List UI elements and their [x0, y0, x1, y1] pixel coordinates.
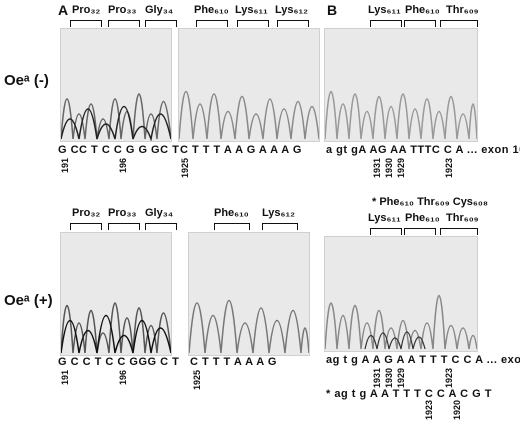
codon-bracket	[108, 20, 140, 27]
panel-a-letter: A	[58, 2, 69, 18]
sequence-text: ag t g A A G A A T T T C C A ... exon 10	[326, 354, 520, 366]
chromatogram-trace	[324, 28, 478, 142]
row-label-oe-positive: Oeᵃ (+)	[4, 292, 53, 309]
codon-bracket	[145, 223, 177, 230]
codon-bracket	[370, 228, 402, 235]
codon-bracket	[196, 20, 228, 27]
base-position-number: 1930	[384, 158, 394, 179]
codon-label: Pro₃₃	[108, 207, 137, 219]
codon-bracket	[70, 20, 102, 27]
base-position-number: 1930	[384, 368, 394, 389]
sequence-text: G C C T C C GGG C T	[58, 356, 180, 368]
codon-label: Pro₃₂	[72, 4, 101, 16]
base-position-number: 1925	[180, 158, 190, 179]
codon-bracket	[277, 20, 309, 27]
chromatogram-trace	[60, 232, 172, 356]
panel-b-letter: B	[327, 2, 338, 18]
sequence-text: C T T T A A G A A A G	[180, 144, 302, 156]
codon-label: Lys₆₁₁	[235, 4, 268, 16]
sequence-text: G CC T C C G G GC T	[58, 144, 180, 156]
sequence-text: a gt gA AG AA TTTC C A ... exon 10	[326, 144, 520, 156]
base-position-number: 191	[60, 158, 70, 174]
codon-label: Phe₆₁₀	[194, 4, 229, 16]
codon-label: Lys₆₁₁	[368, 4, 401, 16]
codon-label: Lys₆₁₂	[275, 4, 308, 16]
codon-label: Thr₆₀₉	[446, 212, 479, 224]
sequence-text: C T T T A A A G	[190, 356, 277, 368]
codon-label: Gly₃₄	[145, 4, 174, 16]
codon-bracket	[214, 223, 250, 230]
chromatogram-trace	[178, 28, 320, 142]
codon-bracket	[404, 20, 436, 27]
sequence-text: * ag t g A A T T T C C A C G T	[326, 388, 492, 400]
codon-bracket	[440, 20, 478, 27]
codon-bracket	[108, 223, 140, 230]
codon-bracket	[145, 20, 177, 27]
base-position-number: 1929	[396, 368, 406, 389]
codon-label: Lys₆₁₁	[368, 212, 401, 224]
codon-label: Thr₆₀₉	[446, 4, 479, 16]
base-position-number: 1923	[444, 158, 454, 179]
base-position-number: 1925	[192, 370, 202, 391]
base-position-number: 191	[60, 370, 70, 386]
codon-label: * Phe₆₁₀ Thr₆₀₉ Cys₆₀₈	[372, 196, 489, 208]
codon-bracket	[440, 228, 478, 235]
codon-label: Pro₃₂	[72, 207, 101, 219]
base-position-number: 1923	[424, 400, 434, 421]
base-position-number: 196	[118, 158, 128, 174]
codon-label: Lys₆₁₂	[262, 207, 295, 219]
codon-bracket	[237, 20, 269, 27]
codon-bracket	[404, 228, 436, 235]
base-position-number: 1923	[444, 368, 454, 389]
base-position-number: 1920	[452, 400, 462, 421]
codon-bracket	[370, 20, 402, 27]
codon-bracket	[70, 223, 102, 230]
codon-bracket	[262, 223, 298, 230]
codon-label: Phe₆₁₀	[405, 212, 440, 224]
codon-label: Phe₆₁₀	[405, 4, 440, 16]
chromatogram-trace	[60, 28, 172, 142]
codon-label: Pro₃₃	[108, 4, 137, 16]
base-position-number: 1931	[372, 158, 382, 179]
chromatogram-trace	[324, 236, 478, 352]
chromatogram-trace	[188, 232, 310, 356]
codon-label: Gly₃₄	[145, 207, 174, 219]
row-label-oe-negative: Oeᵃ (-)	[4, 72, 49, 89]
base-position-number: 196	[118, 370, 128, 386]
base-position-number: 1929	[396, 158, 406, 179]
codon-label: Phe₆₁₀	[214, 207, 249, 219]
base-position-number: 1931	[372, 368, 382, 389]
